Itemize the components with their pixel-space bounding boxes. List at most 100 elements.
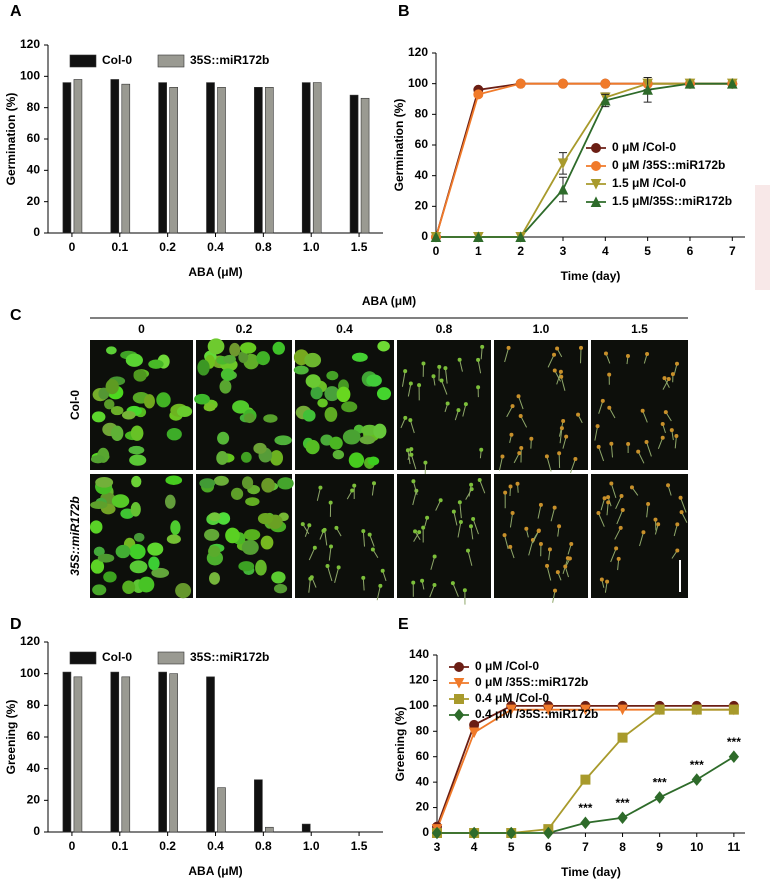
seedling [230, 487, 244, 500]
seedling-head [432, 582, 437, 587]
seedling [518, 396, 524, 410]
marker [468, 727, 480, 739]
seedling [376, 585, 381, 601]
seedling [208, 512, 221, 522]
seedling [110, 425, 124, 441]
bar [254, 87, 263, 234]
seedling-head [644, 440, 649, 445]
bar [121, 676, 131, 833]
x-tick-label: 0.2 [159, 240, 176, 254]
seedling [133, 532, 145, 542]
seedling [240, 342, 257, 354]
seedling [238, 351, 249, 363]
seedling-head [663, 410, 668, 415]
column-label: 0.2 [236, 322, 253, 336]
seedling [225, 527, 240, 544]
marker [557, 78, 568, 89]
seedling [465, 488, 473, 500]
seedling [328, 546, 332, 561]
y-tick-label: 80 [415, 107, 429, 121]
seedling [410, 454, 417, 470]
bar [62, 671, 72, 833]
seedling [209, 572, 220, 585]
y-tick-label: 60 [27, 729, 41, 743]
seedling-head [602, 496, 607, 501]
seedling-head [457, 500, 462, 505]
x-tick-label: 0.4 [207, 839, 224, 853]
seedling-head [614, 546, 619, 551]
seedling [616, 509, 624, 525]
marker [617, 811, 628, 825]
marker [543, 704, 554, 716]
seedling [243, 529, 261, 541]
seedling [504, 347, 510, 363]
seedling-head [555, 346, 560, 351]
seedling [472, 518, 479, 535]
bar [301, 82, 311, 234]
seedling [459, 359, 463, 372]
seedling-head [596, 511, 601, 516]
bar [169, 87, 178, 234]
annotation: *** [653, 776, 667, 790]
marker [505, 704, 517, 716]
seedling-head [468, 524, 473, 529]
legend-label: 1.5 μM/35S::miR172b [612, 194, 732, 208]
legend-label: Col-0 [102, 650, 132, 664]
seedling-head [607, 372, 612, 377]
seedling [220, 368, 236, 381]
seedling [642, 410, 648, 423]
seedling [304, 525, 310, 537]
seedling [317, 398, 328, 408]
series-line [436, 82, 733, 238]
seedling-head [411, 580, 416, 585]
seedling-head [409, 447, 414, 452]
seedling-head [510, 404, 515, 409]
panel-label: E [398, 616, 409, 633]
seedling [412, 481, 418, 496]
seedling [261, 478, 275, 493]
seedling [304, 352, 322, 368]
seedling-head [367, 532, 372, 537]
seedling-head [545, 563, 550, 568]
seedling-head [600, 398, 605, 403]
x-tick-label: 0.2 [159, 839, 176, 853]
seedling [324, 529, 328, 546]
seedling-head [437, 364, 442, 369]
seedling [305, 374, 321, 388]
seedling-head [619, 494, 624, 499]
marker [473, 89, 484, 100]
seedling [216, 512, 231, 525]
seedling [148, 556, 160, 571]
seedling-head [350, 488, 355, 493]
seedling-head [503, 490, 508, 495]
seedling [208, 545, 221, 558]
seedling [111, 494, 130, 508]
seedling [430, 556, 436, 570]
x-tick-label: 3 [560, 244, 567, 258]
x-tick-label: 11 [728, 840, 741, 854]
seedling [470, 526, 474, 540]
seedling [115, 544, 131, 559]
seedling-head [312, 545, 317, 550]
seedling-head [629, 485, 634, 490]
seedling [241, 451, 252, 463]
seedling-head [336, 565, 341, 570]
seedling [98, 387, 110, 400]
seedling [324, 386, 340, 402]
seedling [93, 546, 105, 557]
seedling [373, 423, 387, 439]
seedling [598, 400, 604, 414]
seedling-head [515, 481, 520, 486]
seedling [646, 441, 652, 457]
seedling-head [544, 454, 549, 459]
seedling [156, 392, 171, 408]
marker [642, 84, 653, 95]
legend-label: 35S::miR172b [190, 650, 269, 664]
seedling [207, 338, 225, 355]
seedling [407, 383, 412, 397]
seedling-head [477, 478, 482, 483]
y-tick-label: 120 [20, 37, 40, 51]
marker [728, 704, 739, 715]
seedling [203, 403, 216, 412]
seedling [376, 387, 391, 401]
